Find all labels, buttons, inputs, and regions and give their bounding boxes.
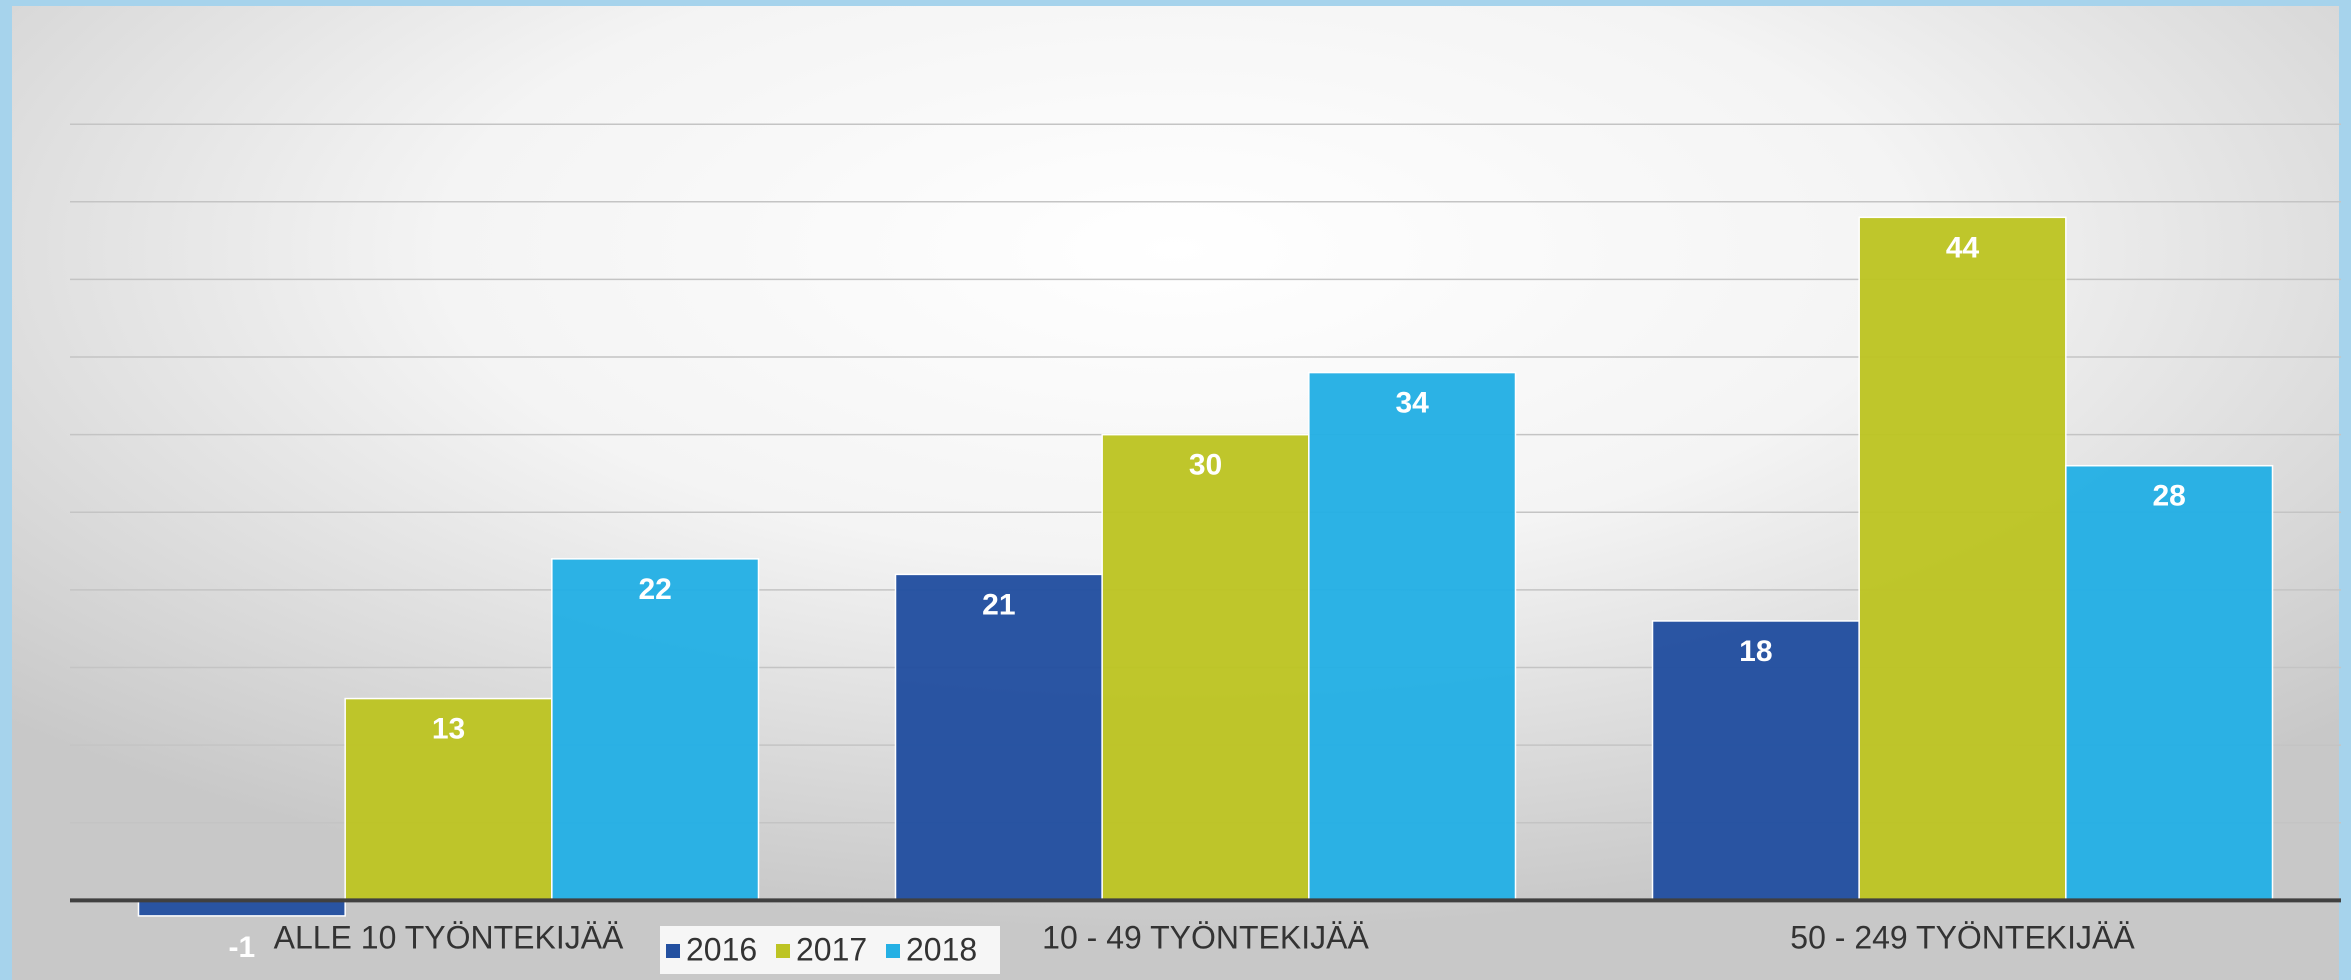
bar bbox=[894, 573, 1103, 902]
x-tick-label: 10 - 49 TYÖNTEKIJÄÄ bbox=[1042, 919, 1369, 955]
bar bbox=[1101, 433, 1310, 902]
bar bbox=[344, 697, 553, 902]
legend-box bbox=[660, 926, 1000, 974]
data-label: 21 bbox=[982, 588, 1015, 621]
bar bbox=[137, 899, 346, 917]
bar bbox=[1858, 216, 2067, 902]
legend-label: 2018 bbox=[906, 931, 977, 967]
data-label: -1 bbox=[228, 931, 255, 964]
bar bbox=[2065, 464, 2274, 902]
data-label: 13 bbox=[432, 712, 465, 745]
data-label: 44 bbox=[1946, 231, 1980, 264]
data-label: 22 bbox=[638, 573, 671, 606]
legend-label: 2016 bbox=[686, 931, 757, 967]
bar bbox=[1308, 371, 1517, 902]
bar bbox=[1651, 620, 1860, 902]
legend-label: 2017 bbox=[796, 931, 867, 967]
data-label: 34 bbox=[1395, 386, 1429, 419]
x-tick-label: ALLE 10 TYÖNTEKIJÄÄ bbox=[274, 919, 624, 955]
legend-swatch bbox=[776, 944, 790, 958]
legend-swatch bbox=[886, 944, 900, 958]
legend-swatch bbox=[666, 944, 680, 958]
x-tick-label: 50 - 249 TYÖNTEKIJÄÄ bbox=[1790, 919, 2135, 955]
data-label: 30 bbox=[1189, 449, 1222, 482]
data-label: 28 bbox=[2152, 480, 2185, 513]
bar bbox=[551, 558, 760, 902]
data-label: 18 bbox=[1739, 635, 1772, 668]
